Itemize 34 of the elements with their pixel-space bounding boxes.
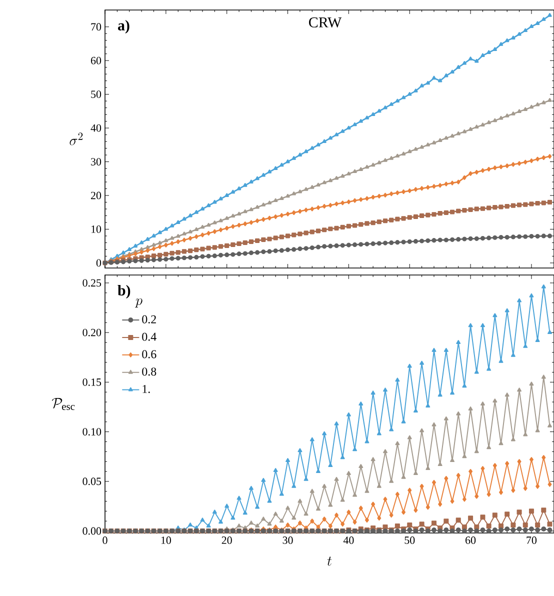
annotation: a)	[118, 20, 130, 34]
y-tick-label: 50	[90, 90, 101, 98]
x-tick-label: 50	[404, 536, 414, 544]
y-axis-title: $\mathcal{P}_{\mathrm{esc}}$	[52, 398, 74, 410]
x-tick-label: 10	[161, 536, 171, 544]
y-tick-label: 60	[90, 56, 101, 64]
y-tick-label: 40	[90, 124, 101, 132]
y-tick-label: 0.05	[82, 478, 101, 486]
legend-label: 1.	[142, 385, 150, 394]
y-tick-label: 0.15	[82, 378, 101, 386]
y-tick-label: 70	[91, 23, 101, 31]
x-tick-label: 40	[343, 536, 354, 544]
legend-title: $p$	[134, 298, 142, 308]
x-tick-label: 30	[282, 536, 293, 544]
y-tick-label: 0.25	[82, 279, 101, 287]
y-tick-label: 30	[90, 158, 101, 166]
legend-label: 0.2	[142, 315, 156, 324]
legend-label: 0.8	[142, 368, 156, 376]
y-tick-label: 0.10	[82, 428, 101, 436]
x-tick-label: 60	[465, 536, 476, 544]
x-axis-title: $t$	[327, 556, 332, 566]
y-tick-label: 0.00	[82, 527, 101, 535]
legend-label: 0.4	[142, 332, 156, 341]
x-tick-label: 70	[526, 536, 536, 544]
y-tick-label: 20	[90, 192, 101, 200]
y-tick-label: 0.20	[82, 328, 101, 336]
y-axis-title: $\sigma^{2}$	[70, 132, 82, 146]
annotation: b)	[117, 284, 130, 299]
y-tick-label: 10	[91, 226, 101, 233]
y-tick-label: 0	[96, 259, 101, 267]
legend-label: 0.6	[142, 350, 156, 358]
x-tick-label: 20	[222, 536, 232, 544]
chart-title: CRW	[308, 17, 342, 28]
x-tick-label: 0	[102, 536, 108, 544]
